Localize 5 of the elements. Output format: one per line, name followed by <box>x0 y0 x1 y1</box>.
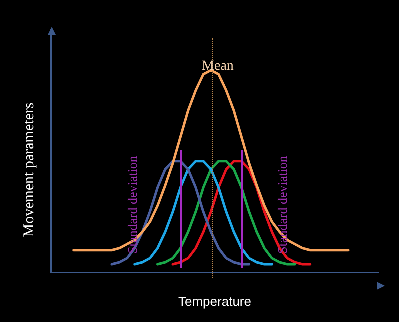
annotation: Standard deviation <box>275 156 291 254</box>
annotation: Mean <box>202 59 234 75</box>
x-axis-title: Temperature <box>178 294 252 309</box>
y-axis-title: Movement parameters <box>22 102 38 238</box>
annotation: Standard deviation <box>125 156 141 254</box>
